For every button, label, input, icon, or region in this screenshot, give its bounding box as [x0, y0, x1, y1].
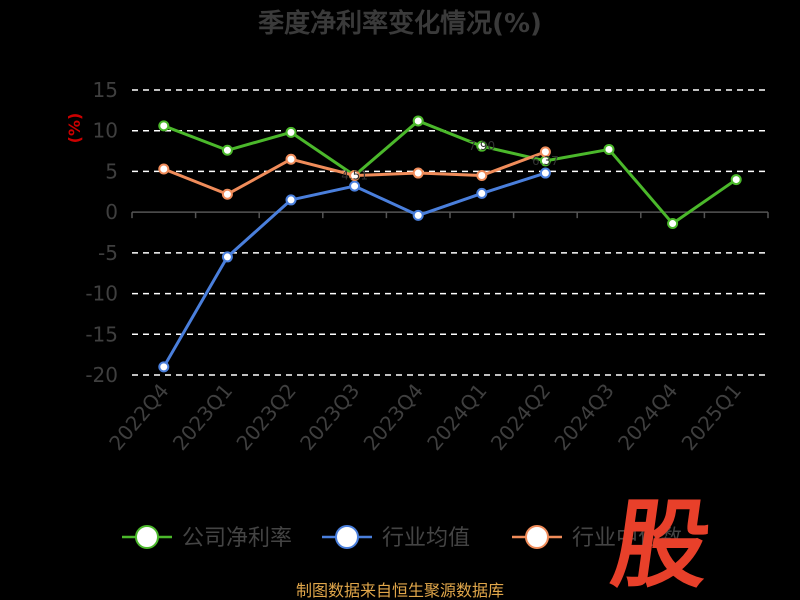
- source-note: 制图数据来自恒生聚源数据库: [296, 581, 504, 600]
- y-tick-label: 0: [105, 200, 118, 224]
- legend-marker: [335, 525, 359, 549]
- x-tick-label: 2023Q3: [295, 379, 364, 455]
- data-point: [285, 153, 297, 165]
- data-point: [476, 170, 488, 181]
- series-layer: [158, 115, 742, 373]
- data-point: [603, 143, 615, 155]
- x-tick-label: 2022Q4: [104, 379, 173, 455]
- data-point: [221, 144, 233, 156]
- data-point: [349, 180, 361, 192]
- x-tick-label: 2024Q2: [486, 379, 555, 455]
- y-tick-label: -5: [98, 241, 118, 265]
- data-point: [412, 167, 424, 179]
- y-tick-label: 15: [93, 78, 118, 102]
- data-label-layer: 4.51 7.90 6.37: [341, 139, 559, 182]
- legend-label: 行业均值: [382, 526, 470, 551]
- y-tick-label: 10: [93, 119, 118, 143]
- x-tick-label: 2025Q1: [677, 379, 746, 455]
- legend-label: 公司净利率: [182, 526, 292, 551]
- y-tick-label: -15: [85, 322, 118, 346]
- data-point: [221, 251, 233, 263]
- data-label: 7.90: [468, 139, 495, 153]
- data-point: [349, 170, 361, 181]
- data-point: [412, 209, 424, 221]
- series-line: [163, 119, 738, 226]
- legend: 公司净利率 行业均值 行业中位数: [122, 525, 682, 551]
- data-point: [730, 174, 742, 186]
- grid-layer: [132, 89, 768, 376]
- data-point: [539, 146, 551, 158]
- legend-label: 行业中位数: [572, 526, 682, 551]
- x-tick-label: 2023Q1: [168, 379, 237, 455]
- data-point: [667, 218, 679, 230]
- x-tick-label: 2024Q3: [549, 379, 618, 455]
- data-label: 4.51: [341, 169, 368, 183]
- data-point: [158, 361, 170, 373]
- legend-marker: [525, 525, 549, 549]
- y-tick-label: -10: [85, 282, 118, 306]
- x-tick-label: 2024Q1: [422, 379, 491, 455]
- legend-marker: [135, 525, 159, 549]
- data-point: [285, 126, 297, 138]
- y-tick-label: -20: [85, 363, 118, 387]
- data-point: [221, 188, 233, 200]
- series-line: [162, 171, 546, 368]
- brand-logo: 股: [606, 488, 718, 600]
- data-label: 6.37: [532, 154, 559, 168]
- y-tick-label: 5: [105, 159, 118, 183]
- y-axis-unit-label: (%): [65, 113, 84, 144]
- data-point: [158, 163, 170, 175]
- chart-title: 季度净利率变化情况(%): [258, 8, 542, 39]
- data-point: [158, 120, 170, 132]
- data-point: [285, 194, 297, 206]
- x-tick-label: 2024Q4: [613, 379, 682, 455]
- data-point: [476, 140, 488, 152]
- x-tick-label: 2023Q2: [231, 379, 300, 455]
- data-point: [412, 115, 424, 127]
- data-point: [476, 187, 488, 199]
- data-point: [539, 167, 551, 179]
- x-tick-label: 2023Q4: [359, 379, 428, 455]
